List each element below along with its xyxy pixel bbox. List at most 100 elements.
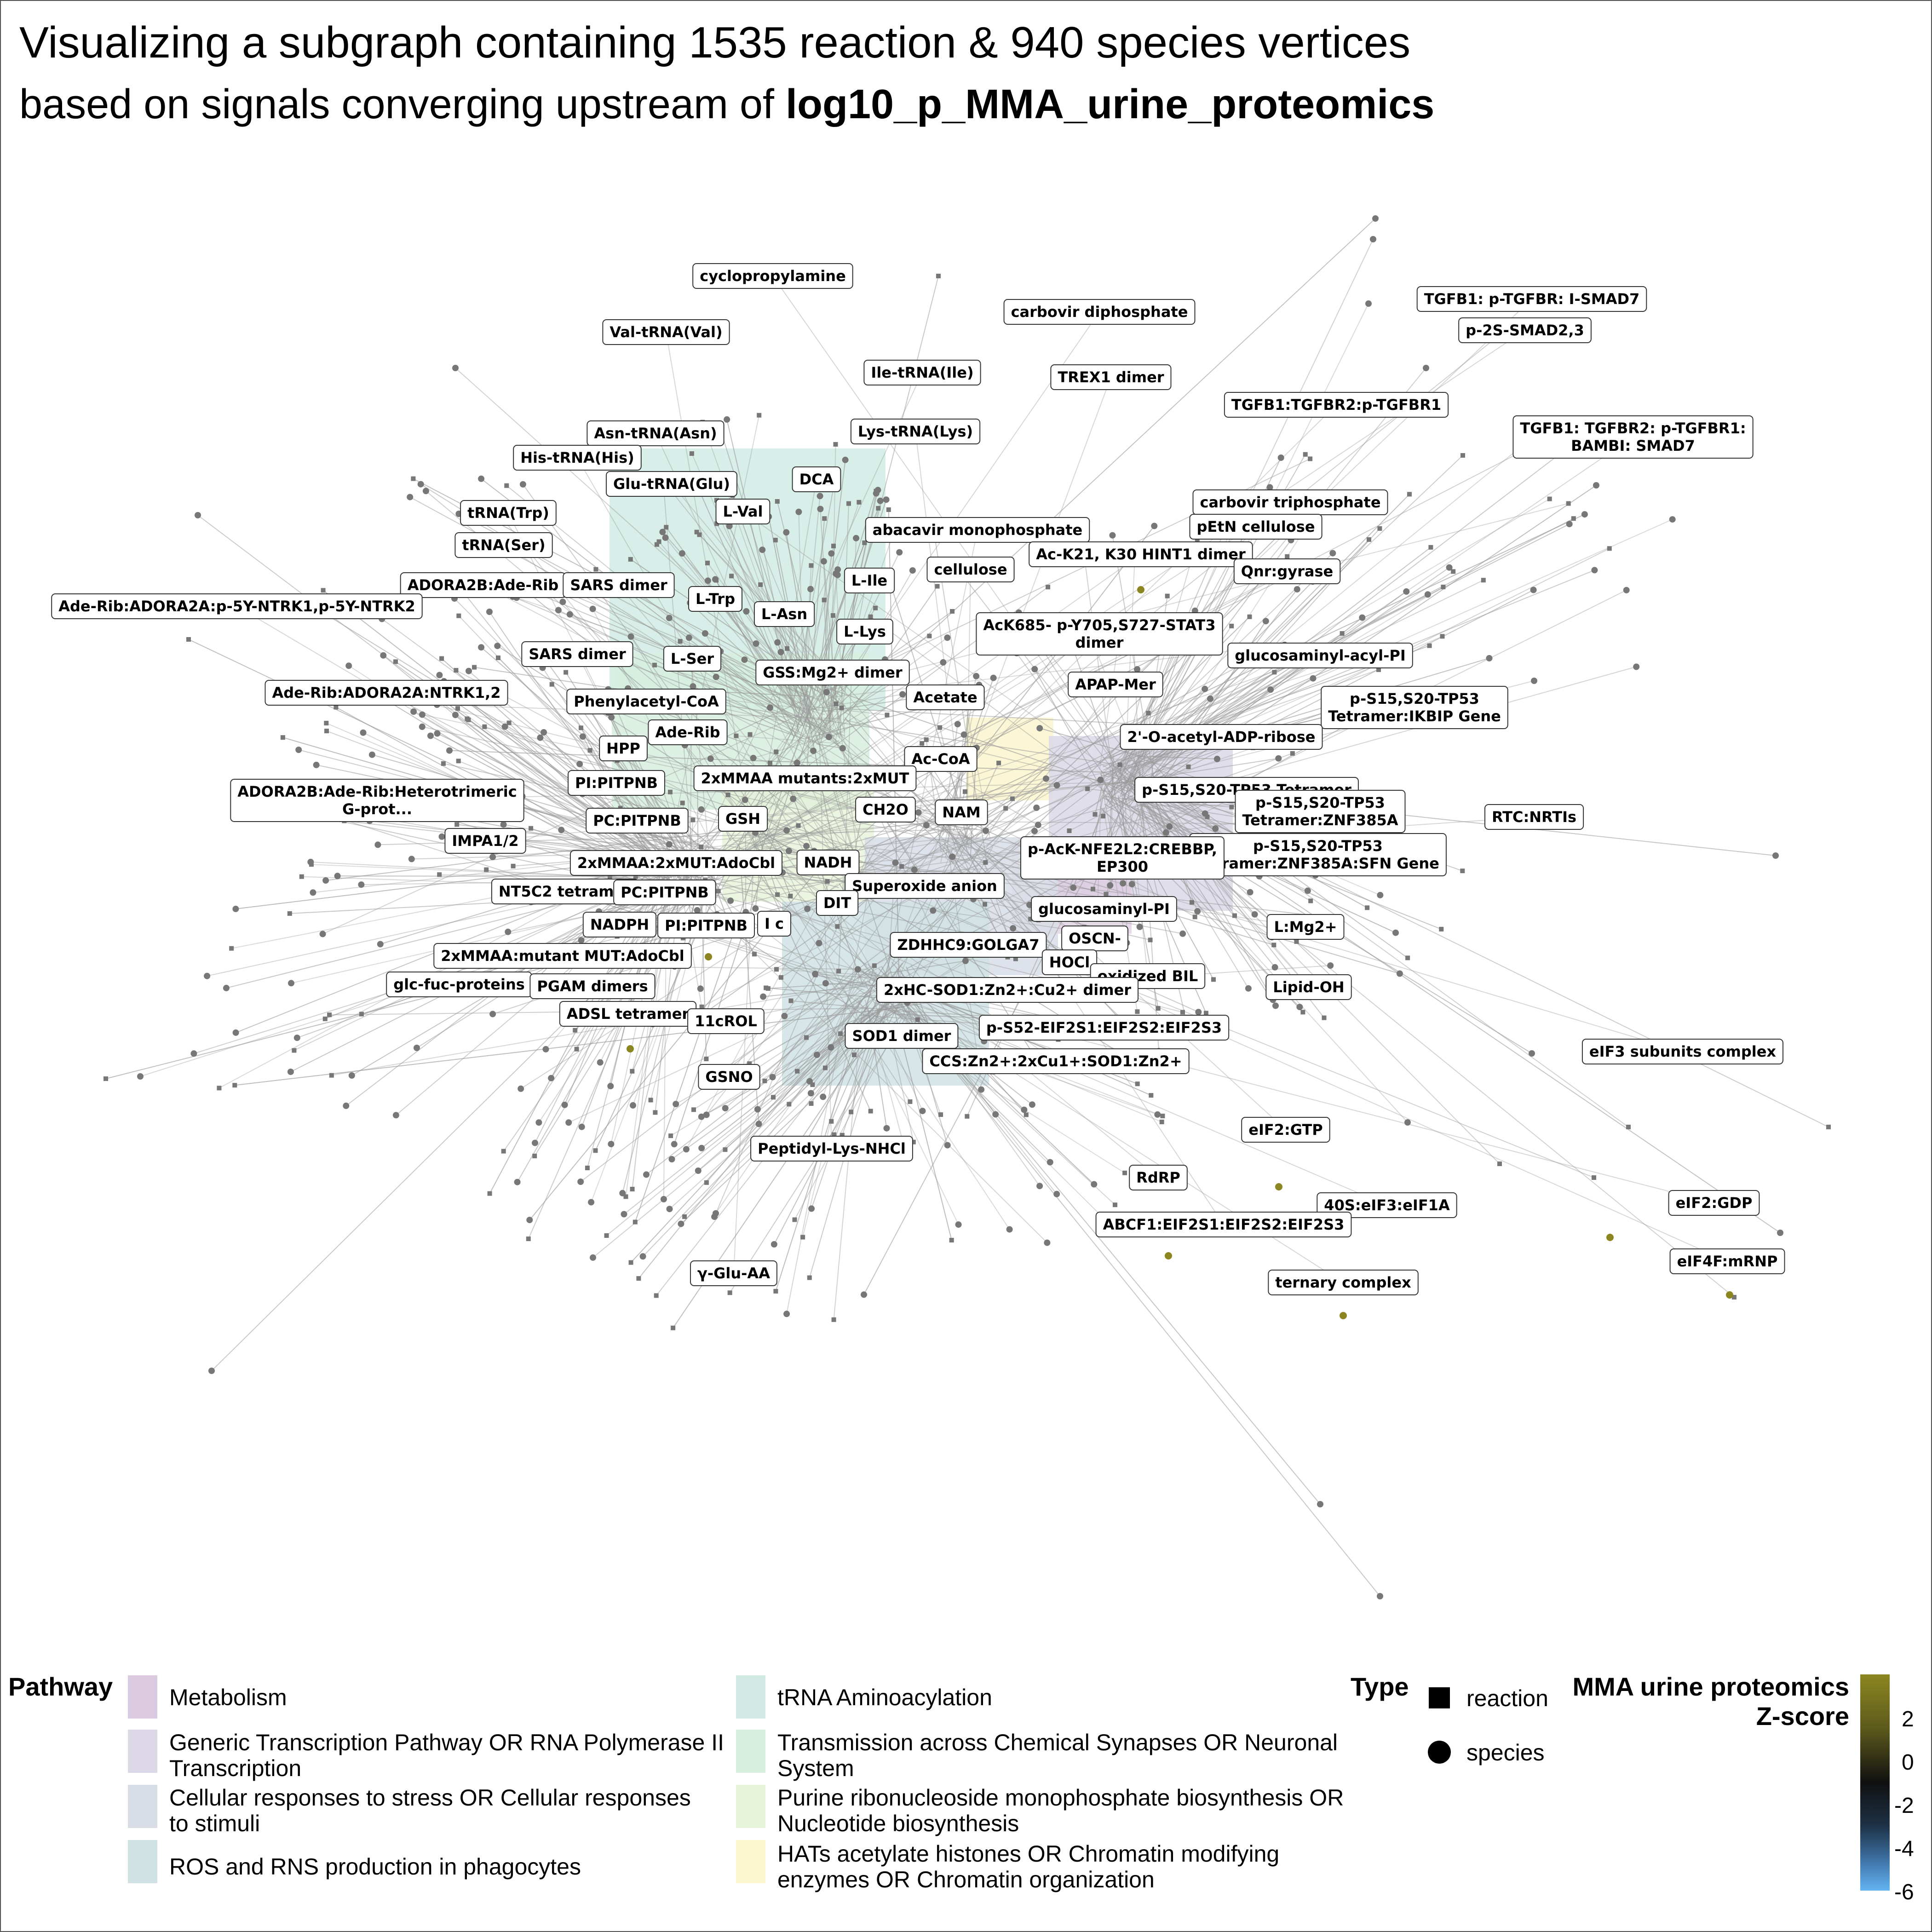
node-label: carbovir diphosphate	[1003, 299, 1196, 325]
reaction-node	[455, 706, 460, 711]
reaction-node	[704, 1180, 709, 1185]
network-edge	[1120, 766, 1315, 994]
species-node	[707, 755, 714, 762]
reaction-node	[747, 1061, 752, 1066]
node-label: Superoxide anion	[845, 873, 1005, 899]
reaction-node	[186, 637, 191, 642]
species-node	[434, 730, 441, 737]
reaction-node	[838, 1031, 843, 1036]
species-node	[1010, 925, 1017, 932]
node-label-box	[850, 419, 981, 444]
network-edge	[1127, 779, 1276, 1006]
node-label-box	[926, 557, 1015, 582]
reaction-node	[654, 542, 659, 547]
reaction-node	[628, 557, 633, 562]
species-node	[820, 1093, 827, 1100]
network-edge	[797, 740, 840, 764]
node-label-box	[586, 808, 689, 834]
reaction-node	[725, 793, 730, 797]
species-node	[532, 1139, 538, 1146]
legend-swatch-stress	[128, 1785, 157, 1828]
reaction-node	[857, 500, 862, 505]
network-edge	[961, 807, 1037, 864]
network-edge	[474, 667, 1113, 765]
reaction-node	[585, 1166, 590, 1170]
reaction-node	[656, 539, 661, 544]
species-node	[713, 1210, 719, 1217]
network-edge	[807, 518, 825, 721]
species-node	[1214, 755, 1220, 762]
reaction-node	[846, 501, 851, 506]
node-label-box	[613, 880, 716, 905]
node-label: Val-tRNA(Val)	[602, 319, 730, 345]
network-edge	[595, 728, 794, 1151]
reaction-node	[1626, 1125, 1631, 1129]
species-node	[1275, 755, 1282, 762]
network-edge	[515, 581, 849, 857]
node-label-text: p-AcK-NFE2L2:CREBBP,	[1028, 840, 1217, 858]
species-node	[526, 1217, 533, 1224]
network-edge	[806, 712, 811, 770]
node-label: γ-Glu-AA	[690, 1260, 777, 1286]
reaction-node	[1101, 814, 1106, 819]
node-label-text: Superoxide anion	[852, 877, 997, 895]
species-node	[1777, 1230, 1783, 1236]
network-edge	[715, 1000, 863, 1214]
reaction-node	[287, 911, 292, 916]
reaction-node	[1010, 796, 1015, 801]
reaction-node	[705, 560, 710, 565]
reaction-node	[607, 875, 612, 880]
node-label-text: L-Val	[723, 503, 763, 520]
node-label-box	[606, 471, 737, 497]
network-edge	[943, 824, 986, 831]
network-edge	[322, 708, 813, 935]
reaction-node	[299, 874, 304, 879]
node-label: abacavir monophosphate	[865, 517, 1090, 543]
species-node	[817, 506, 824, 512]
node-label-box	[890, 932, 1047, 958]
species-node	[1296, 1004, 1303, 1011]
network-edge	[564, 891, 884, 989]
node-label-text: Ade-Rib:ADORA2A:p-5Y-NTRK1,p-5Y-NTRK2	[58, 598, 415, 615]
reaction-node	[792, 1217, 797, 1222]
network-edge	[764, 968, 861, 1081]
reaction-node	[1566, 501, 1571, 506]
species-node	[419, 711, 426, 718]
plot-subtitle: based on signals converging upstream of …	[19, 81, 1434, 128]
network-edge	[291, 896, 673, 984]
node-label: L:Mg2+	[1266, 914, 1345, 940]
network-edge	[662, 477, 696, 890]
species-node	[1591, 567, 1598, 574]
species-node	[343, 1102, 350, 1109]
species-node	[683, 1146, 690, 1153]
node-label: glucosaminyl-PI	[1031, 896, 1177, 922]
node-label: SARS dimer	[521, 641, 633, 667]
reaction-node	[1247, 614, 1252, 619]
node-label-text: glucosaminyl-PI	[1038, 900, 1170, 918]
species-node	[358, 881, 365, 888]
network-edge	[781, 760, 1130, 978]
node-label-box	[792, 466, 841, 492]
network-edge	[1147, 807, 1170, 827]
node-label-box	[1020, 836, 1225, 880]
reaction-node	[393, 659, 398, 664]
species-node	[566, 611, 573, 618]
species-node	[561, 1101, 568, 1108]
node-label-box	[755, 660, 910, 685]
species-node	[639, 1253, 646, 1260]
reaction-node	[1365, 905, 1370, 910]
species-node	[392, 1112, 399, 1119]
reaction-node	[1146, 711, 1151, 716]
node-label-box	[976, 612, 1223, 656]
reaction-node	[1180, 1010, 1185, 1015]
node-label-box	[836, 619, 893, 644]
reaction-node	[773, 1289, 778, 1294]
node-label-box	[1265, 974, 1352, 1000]
species-node	[446, 747, 453, 754]
node-label-text: PC:PITPNB	[621, 884, 709, 901]
species-node	[558, 827, 565, 834]
legend-label-species: species	[1466, 1740, 1545, 1765]
node-label: tRNA(Trp)	[460, 500, 557, 526]
species-node	[452, 712, 459, 719]
network-edge	[833, 1008, 863, 1320]
